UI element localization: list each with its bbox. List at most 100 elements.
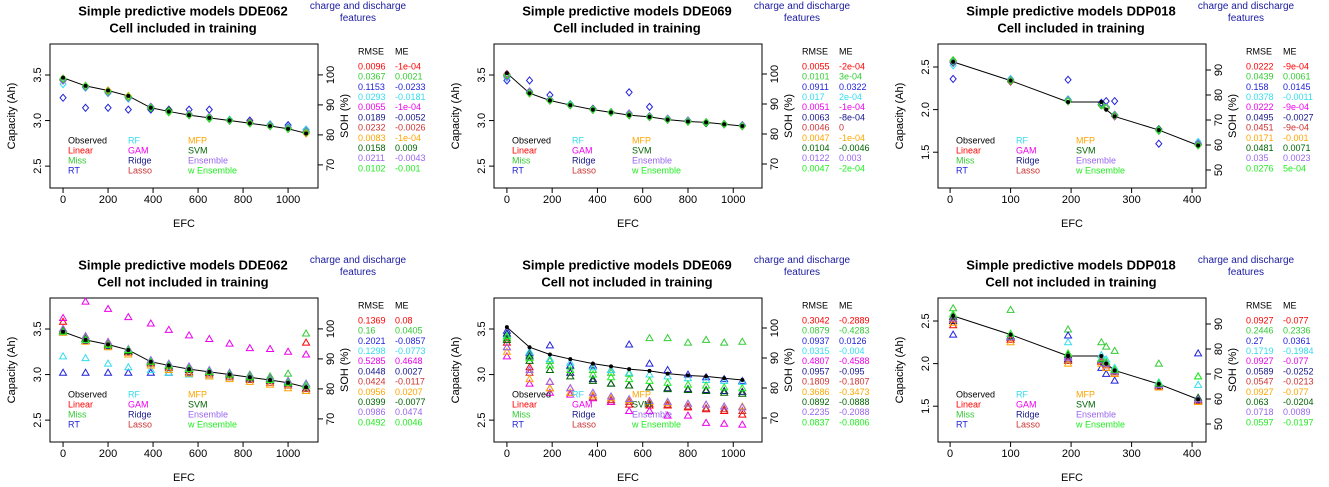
table-cell: 0.0055 — [802, 61, 830, 71]
prediction-point — [266, 121, 274, 131]
prediction-point — [663, 114, 672, 124]
table-cell: 0.0322 — [839, 82, 867, 92]
prediction-point — [606, 372, 616, 381]
legend-label: Ensemble — [632, 155, 672, 165]
observed-point — [1008, 78, 1013, 83]
prediction-point — [1064, 96, 1072, 106]
observed-point — [665, 371, 670, 376]
y2-tick-label: 50 — [1213, 164, 1225, 176]
table-cell: -0.077 — [1283, 315, 1309, 325]
prediction-point — [59, 79, 67, 89]
table-cell: -0.0052 — [395, 112, 426, 122]
legend-label: RT — [68, 165, 80, 175]
observed-point — [590, 107, 595, 112]
table-cell: 0.0448 — [358, 366, 386, 376]
legend-label: Ridge — [572, 409, 596, 419]
panel: Simple predictive models DDE062 Cell not … — [6, 255, 426, 484]
table-cell: 0 — [839, 123, 844, 133]
prediction-point — [565, 358, 575, 366]
prediction-point — [81, 82, 90, 92]
table-cell: -0.4588 — [839, 356, 870, 366]
y2-tick-label: 90 — [769, 98, 781, 110]
legend-label: Linear — [68, 145, 93, 155]
table-cell: 0.0911 — [802, 82, 829, 92]
prediction-point — [720, 119, 728, 129]
table-cell: 0.0957 — [802, 366, 830, 376]
prediction-point — [81, 103, 90, 113]
legend-label: RF — [572, 135, 584, 145]
observed-point — [740, 378, 745, 383]
legend-label: GAM — [572, 399, 593, 409]
prediction-point — [1101, 342, 1111, 350]
table-cell: 0.0101 — [802, 72, 830, 82]
observed-point — [187, 367, 192, 372]
prediction-point — [663, 411, 672, 419]
prediction-point — [1006, 305, 1015, 313]
table-cell: 0.0837 — [802, 417, 830, 427]
table-cell: 0.0589 — [1246, 366, 1274, 376]
prediction-point — [737, 389, 747, 397]
table-cell: -8e-04 — [839, 112, 865, 122]
x-tick-label: 300 — [1122, 194, 1140, 206]
prediction-point — [1110, 96, 1119, 106]
prediction-point — [588, 374, 598, 383]
prediction-point — [607, 108, 615, 117]
panel: Simple predictive models DDP018 Cell not … — [894, 255, 1314, 484]
y-tick-label: 2.5 — [920, 313, 932, 328]
table-header: RMSE — [802, 46, 828, 56]
prediction-point — [719, 386, 729, 394]
table-cell: 0.0474 — [395, 407, 423, 417]
table-cell: -9e-04 — [1283, 61, 1309, 71]
prediction-point — [525, 379, 534, 387]
observed-point — [106, 342, 111, 347]
observed-point — [247, 121, 252, 126]
prediction-point — [525, 365, 534, 373]
x-tick-label: 0 — [947, 448, 953, 460]
table-header: ME — [395, 46, 409, 56]
prediction-point — [645, 111, 654, 121]
table-cell: 0.0027 — [395, 366, 423, 376]
y-axis-label: Capacity (Ah) — [450, 337, 462, 404]
prediction-point — [205, 113, 213, 123]
observed-point — [126, 347, 131, 352]
y2-tick-label: 80 — [1213, 89, 1225, 101]
note: charge and discharge features — [1197, 1, 1295, 24]
prediction-point — [302, 128, 310, 137]
table-cell: 0.1719 — [1246, 346, 1274, 356]
y2-tick-label: 70 — [769, 158, 781, 170]
prediction-point — [502, 333, 512, 342]
x-tick-label: 400 — [588, 194, 606, 206]
legend-label: Observed — [68, 135, 107, 145]
table-cell: 0.0071 — [1283, 143, 1311, 153]
y2-tick-label: 70 — [1213, 368, 1225, 380]
prediction-point — [545, 365, 555, 373]
y-tick-label: 3.5 — [476, 67, 488, 82]
prediction-point — [502, 342, 512, 351]
legend-label: RT — [512, 419, 524, 429]
prediction-point — [123, 312, 133, 321]
x-tick-label: 200 — [99, 194, 117, 206]
panel-title: Simple predictive models DDE062 — [78, 3, 288, 18]
table-cell: -0.0027 — [1283, 112, 1314, 122]
legend-label: w Ensemble — [1075, 165, 1125, 175]
observed-point — [527, 345, 532, 350]
panel: Simple predictive models DDP018 Cell incl… — [894, 1, 1314, 230]
observed-point — [227, 118, 232, 123]
prediction-point — [301, 384, 311, 393]
table-header: RMSE — [1246, 46, 1272, 56]
table-cell: 0.0879 — [802, 326, 830, 336]
prediction-point — [225, 115, 234, 124]
prediction-point — [184, 369, 194, 377]
x-tick-label: 600 — [634, 448, 652, 460]
note: charge and discharge features — [753, 1, 851, 24]
legend-label: GAM — [1016, 399, 1037, 409]
prediction-point — [284, 124, 292, 134]
prediction-point — [565, 388, 575, 396]
prediction-point — [123, 350, 133, 358]
x-tick-label: 100 — [1001, 448, 1019, 460]
y2-tick-label: 90 — [325, 353, 337, 365]
y-tick-label: 3.5 — [32, 321, 44, 336]
x-tick-label: 0 — [947, 194, 953, 206]
table-cell: 0.0361 — [1283, 336, 1311, 346]
